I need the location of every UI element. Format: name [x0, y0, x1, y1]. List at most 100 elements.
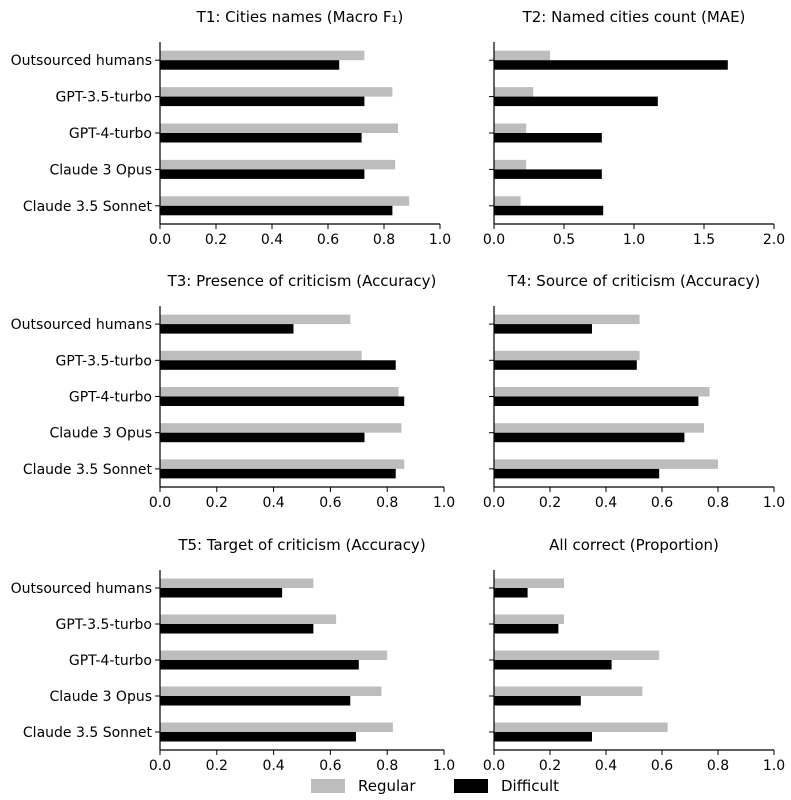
panel-5-category-label-2: GPT-3.5-turbo: [56, 617, 153, 633]
panel-4-bar-regular-4: [494, 423, 704, 433]
panel-1-bar-regular-1: [160, 50, 365, 61]
panel-1-xtick-label-4: 0.6: [317, 232, 339, 248]
panel-6-xtick-label-6: 1.0: [763, 758, 785, 774]
panel-6-bar-regular-1: [494, 578, 564, 588]
panel-3-category-label-5: Claude 3.5 Sonnet: [23, 462, 153, 478]
panel-3-bar-regular-1: [160, 314, 351, 325]
panel-5-category-label-4: Claude 3 Opus: [50, 689, 153, 705]
panel-2-bar-difficult-3: [494, 133, 602, 143]
panel-1-bar-regular-4: [160, 159, 396, 170]
legend-item-regular: Regular: [311, 776, 416, 796]
panel-3-xtick-label-5: 0.8: [376, 495, 398, 511]
panel-6-bar-difficult-4: [494, 696, 581, 706]
panel-4-bar-regular-5: [494, 459, 718, 469]
panel-4-bar-difficult-5: [494, 468, 660, 479]
panel-5-bar-difficult-2: [160, 624, 314, 634]
panel-1-bar-regular-3: [160, 123, 398, 133]
panel-6-bar-difficult-2: [494, 624, 559, 634]
panel-3-category-label-1: Outsourced humans: [11, 317, 152, 333]
panel-3-bar-regular-3: [160, 387, 399, 397]
panel-1-xtick-label-6: 1.0: [429, 232, 451, 248]
panel-5-bar-difficult-5: [160, 732, 356, 742]
panel-4-xtick-label-2: 0.2: [539, 495, 561, 511]
panel-3-bar-difficult-2: [160, 360, 396, 370]
panel-6-bar-regular-4: [494, 686, 643, 696]
panel-3-title: T3: Presence of criticism (Accuracy): [167, 272, 437, 290]
legend-item-difficult: Difficult: [454, 776, 559, 796]
panel-5-bar-regular-1: [160, 578, 314, 588]
panel-3-xtick-label-6: 1.0: [433, 495, 455, 511]
panel-4-bar-difficult-2: [494, 360, 637, 370]
panel-2-xtick-label-4: 1.5: [693, 232, 715, 248]
panel-6-xtick-label-4: 0.6: [651, 758, 673, 774]
panel-5-xtick-label-5: 0.8: [376, 758, 398, 774]
panel-2-xtick-label-2: 0.5: [553, 232, 575, 248]
panel-4-bar-difficult-1: [494, 324, 592, 334]
panel-6-xtick-label-5: 0.8: [707, 758, 729, 774]
panel-4-bar-regular-1: [494, 314, 640, 325]
panel-4-bar-regular-2: [494, 350, 640, 361]
panel-1-xtick-label-3: 0.4: [261, 232, 283, 248]
panel-1-category-label-3: GPT-4-turbo: [69, 126, 152, 142]
panel-3-xtick-label-3: 0.4: [262, 495, 284, 511]
panel-1-xtick-label-5: 0.8: [373, 232, 395, 248]
panel-6-bar-difficult-1: [494, 588, 528, 598]
panel-5-title: T5: Target of criticism (Accuracy): [177, 536, 425, 554]
panel-4-xtick-label-4: 0.6: [651, 495, 673, 511]
panel-2-xtick-label-1: 0.0: [483, 232, 505, 248]
panel-1-bar-regular-5: [160, 196, 410, 206]
panel-6-bar-regular-3: [494, 650, 660, 660]
panel-2-bar-difficult-1: [494, 60, 728, 70]
panel-1-category-label-4: Claude 3 Opus: [50, 162, 153, 178]
panel-3-bar-regular-4: [160, 423, 402, 433]
panel-1-title: T1: Cities names (Macro F₁): [196, 8, 404, 26]
legend-label-difficult: Difficult: [501, 777, 560, 795]
panel-6-bar-regular-5: [494, 722, 668, 732]
panel-1-bar-difficult-1: [160, 60, 340, 70]
panel-2-xtick-label-5: 2.0: [763, 232, 785, 248]
panel-5-category-label-5: Claude 3.5 Sonnet: [23, 725, 153, 741]
panel-1-bar-regular-2: [160, 87, 393, 97]
panel-5-bar-difficult-4: [160, 696, 351, 706]
panel-2-bar-difficult-4: [494, 169, 602, 179]
legend-swatch-difficult: [454, 779, 488, 793]
panel-5-xtick-label-6: 1.0: [433, 758, 455, 774]
panel-1-bar-difficult-3: [160, 133, 362, 143]
panel-5-bar-regular-5: [160, 722, 393, 732]
panel-6-title: All correct (Proportion): [549, 536, 719, 554]
panel-6-bar-difficult-3: [494, 660, 612, 670]
panel-1-category-label-5: Claude 3.5 Sonnet: [23, 199, 153, 215]
panel-2-xtick-label-3: 1.0: [623, 232, 645, 248]
panel-6-bar-difficult-5: [494, 732, 592, 742]
panel-2-bar-regular-1: [494, 50, 550, 61]
legend-label-regular: Regular: [358, 777, 416, 795]
panel-3-category-label-3: GPT-4-turbo: [69, 390, 152, 406]
panel-4-xtick-label-5: 0.8: [707, 495, 729, 511]
panel-1-bar-difficult-4: [160, 169, 365, 179]
panel-2-title: T2: Named cities count (MAE): [522, 8, 746, 26]
panel-5-bar-regular-3: [160, 650, 388, 660]
panel-5-xtick-label-4: 0.6: [319, 758, 341, 774]
panel-4-xtick-label-3: 0.4: [595, 495, 617, 511]
panel-3-bar-difficult-5: [160, 468, 396, 479]
panel-2-bar-regular-5: [494, 196, 521, 206]
panel-3-bar-regular-5: [160, 459, 405, 469]
panel-3-bar-difficult-4: [160, 432, 365, 443]
panel-3-category-label-4: Claude 3 Opus: [50, 426, 153, 442]
panel-5-xtick-label-2: 0.2: [206, 758, 228, 774]
panel-3-xtick-label-2: 0.2: [206, 495, 228, 511]
panel-6-xtick-label-1: 0.0: [483, 758, 505, 774]
legend-swatch-regular: [311, 779, 345, 793]
panel-6-xtick-label-2: 0.2: [539, 758, 561, 774]
panel-6-xtick-label-3: 0.4: [595, 758, 617, 774]
panel-5-bar-regular-2: [160, 614, 337, 624]
panel-4-bar-difficult-3: [494, 396, 699, 406]
legend: Regular Difficult: [0, 772, 791, 800]
panel-5-xtick-label-3: 0.4: [262, 758, 284, 774]
panel-3-category-label-2: GPT-3.5-turbo: [56, 353, 153, 369]
panel-2-bar-difficult-2: [494, 96, 658, 107]
panel-2-bar-regular-3: [494, 123, 527, 133]
panel-4-bar-regular-3: [494, 387, 710, 397]
panel-3-bar-regular-2: [160, 350, 362, 361]
